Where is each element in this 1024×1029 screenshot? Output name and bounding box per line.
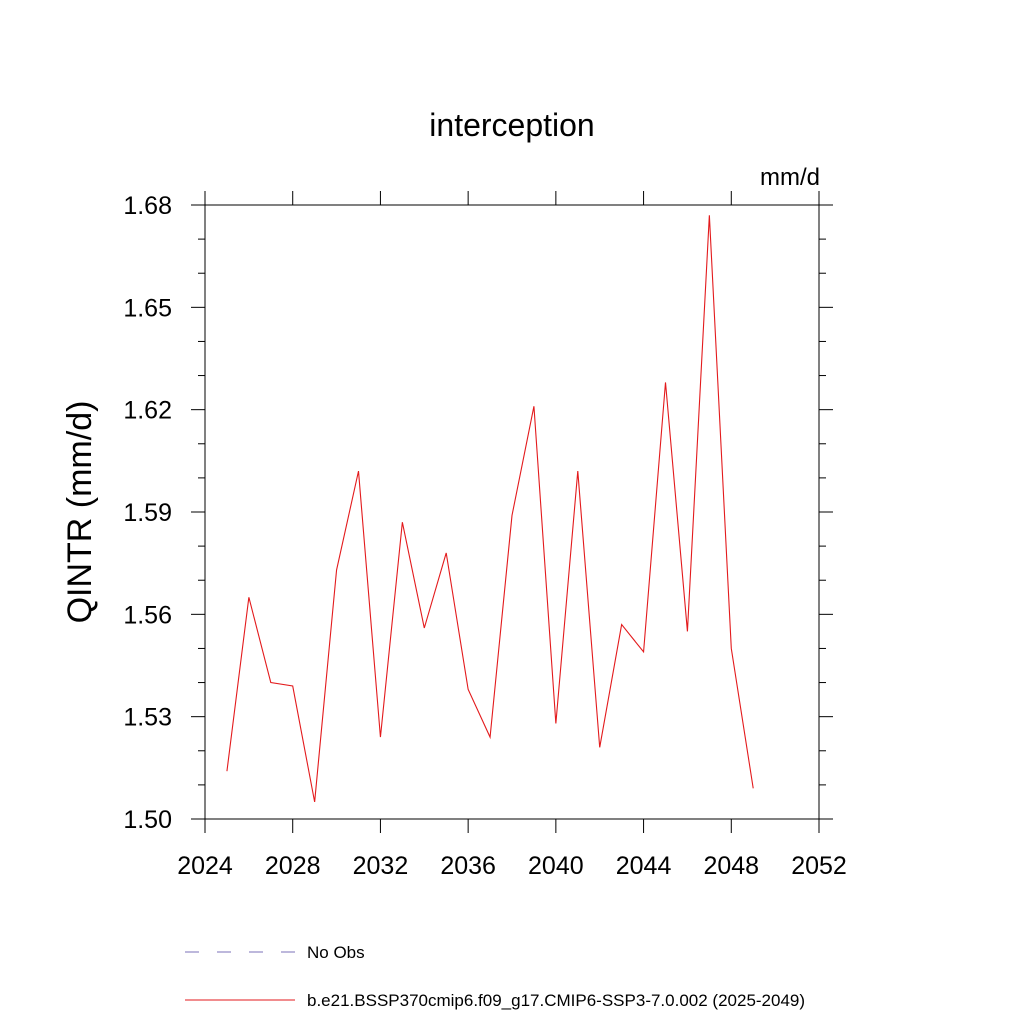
y-tick-label: 1.50	[123, 806, 172, 834]
y-axis-label: QINTR (mm/d)	[61, 401, 99, 624]
x-tick-label: 2028	[265, 852, 321, 880]
chart-title: interception	[429, 107, 594, 143]
legend-label-no-obs: No Obs	[307, 943, 365, 962]
series-layer	[226, 215, 754, 803]
x-tick-label: 2032	[353, 852, 409, 880]
x-tick-label: 2036	[440, 852, 496, 880]
series-line-0	[226, 215, 754, 803]
x-tick-label: 2044	[616, 852, 672, 880]
legend-label-ssp370: b.e21.BSSP370cmip6.f09_g17.CMIP6-SSP3-7.…	[307, 991, 805, 1010]
y-tick-label: 1.56	[123, 601, 172, 629]
x-tick-label: 2052	[791, 852, 847, 880]
y-tick-label: 1.59	[123, 499, 172, 527]
x-tick-label: 2040	[528, 852, 584, 880]
plot-frame	[204, 204, 820, 820]
y-tick-label: 1.53	[123, 704, 172, 732]
x-tick-label: 2048	[703, 852, 759, 880]
x-tick-label: 2024	[177, 852, 233, 880]
units-label: mm/d	[760, 164, 820, 191]
y-tick-label: 1.68	[123, 192, 172, 220]
legend: No Obs b.e21.BSSP370cmip6.f09_g17.CMIP6-…	[185, 943, 805, 1010]
y-tick-label: 1.62	[123, 397, 172, 425]
y-tick-label: 1.65	[123, 294, 172, 322]
axes-layer: 2024 2028 2032 2036 2040 2044 2048 2052 1.50 1.53…	[123, 191, 847, 880]
